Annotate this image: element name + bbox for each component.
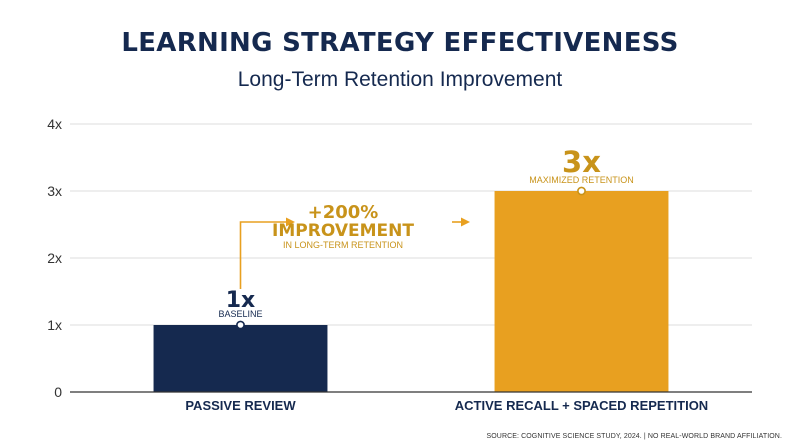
y-axis-ticks: 0 1x 2x 3x 4x: [47, 116, 62, 400]
bar-top-marker: [577, 186, 586, 196]
value-label: 3x: [562, 145, 601, 179]
y-tick-label: 3x: [47, 183, 62, 199]
annotation-caption: IN LONG-TERM RETENTION: [283, 240, 403, 250]
category-label: ACTIVE RECALL + SPACED REPETITION: [455, 398, 708, 413]
category-label: PASSIVE REVIEW: [185, 398, 296, 413]
bar-passive-review: [153, 325, 328, 392]
annotation-connector: [239, 221, 287, 289]
bar-top-marker: [236, 320, 245, 330]
annotation-arrowhead-right: [461, 217, 470, 227]
chart-title: LEARNING STRATEGY EFFECTIVENESS: [121, 28, 679, 58]
annotation-percent: +200%: [308, 202, 379, 223]
y-tick-label: 1x: [47, 317, 62, 333]
y-tick-label: 2x: [47, 250, 62, 266]
value-label: 1x: [226, 288, 256, 313]
annotation-improvement: IMPROVEMENT: [272, 221, 414, 241]
bar-sublabel: MAXIMIZED RETENTION: [529, 175, 634, 185]
y-tick-label: 4x: [47, 116, 62, 132]
chart-subtitle: Long-Term Retention Improvement: [237, 68, 563, 91]
bar-sublabel: BASELINE: [218, 309, 262, 319]
bars: [153, 191, 669, 392]
annotation-arrowhead-left: [286, 217, 295, 227]
source-note: SOURCE: COGNITIVE SCIENCE STUDY, 2024. |…: [486, 433, 782, 440]
bar-active-recall: [494, 191, 669, 392]
y-tick-label: 0: [54, 384, 62, 400]
improvement-annotation: +200% IMPROVEMENT IN LONG-TERM RETENTION: [239, 202, 470, 289]
